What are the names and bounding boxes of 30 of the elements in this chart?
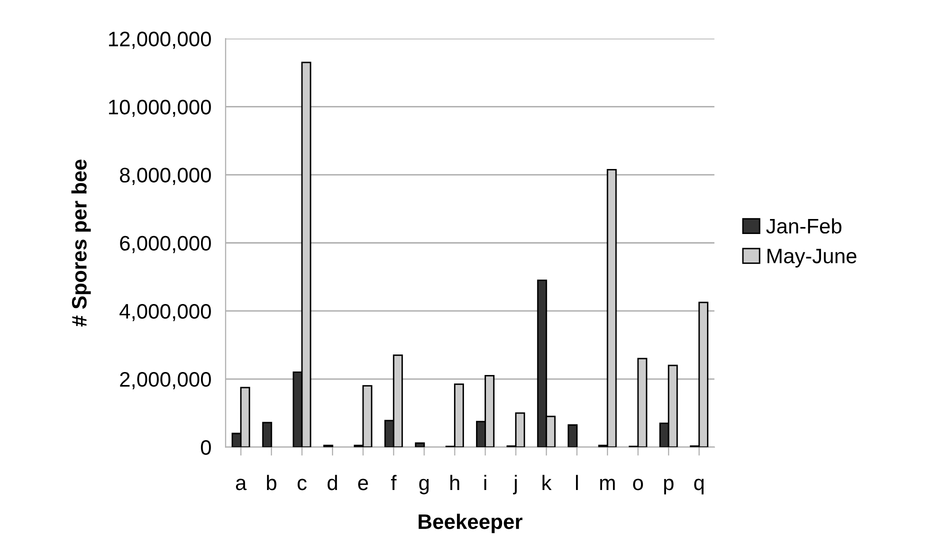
bar [414, 442, 425, 448]
x-tick-label: p [664, 478, 674, 494]
x-tick-label: l [576, 474, 578, 490]
y-tick-label: 6,000,000 [120, 236, 211, 254]
x-tick-label: g [419, 478, 429, 494]
y-tick-label: 8,000,000 [120, 168, 211, 186]
x-tick-label: a [236, 478, 247, 490]
x-tick-label: j [513, 474, 517, 494]
y-tick-label: 10,000,000 [109, 100, 211, 117]
x-tick-label: f [391, 474, 397, 490]
x-axis-title: Beekeeper [418, 514, 522, 534]
x-tick-label: c [298, 478, 307, 490]
x-tick-label: h [450, 474, 460, 490]
x-tick-label: d [328, 474, 337, 490]
x-tick-label: q [694, 478, 704, 494]
y-tick-label: 12,000,000 [109, 32, 211, 49]
x-tick-label: o [633, 478, 643, 490]
y-tick-label: 2,000,000 [120, 372, 211, 390]
x-tick-label: k [542, 474, 552, 490]
y-tick-label: 0 [200, 440, 211, 455]
x-tick-label: b [266, 474, 276, 490]
legend-label: May-June [768, 248, 856, 268]
bar [262, 422, 272, 448]
x-tick-label: e [358, 478, 368, 490]
bar [568, 424, 578, 448]
x-tick-label: i [484, 474, 486, 490]
y-axis-title: # Spores per bee [71, 160, 91, 326]
x-tick-label: m [600, 478, 615, 490]
legend-label: Jan-Feb [766, 218, 842, 234]
y-tick-label: 4,000,000 [120, 304, 211, 322]
